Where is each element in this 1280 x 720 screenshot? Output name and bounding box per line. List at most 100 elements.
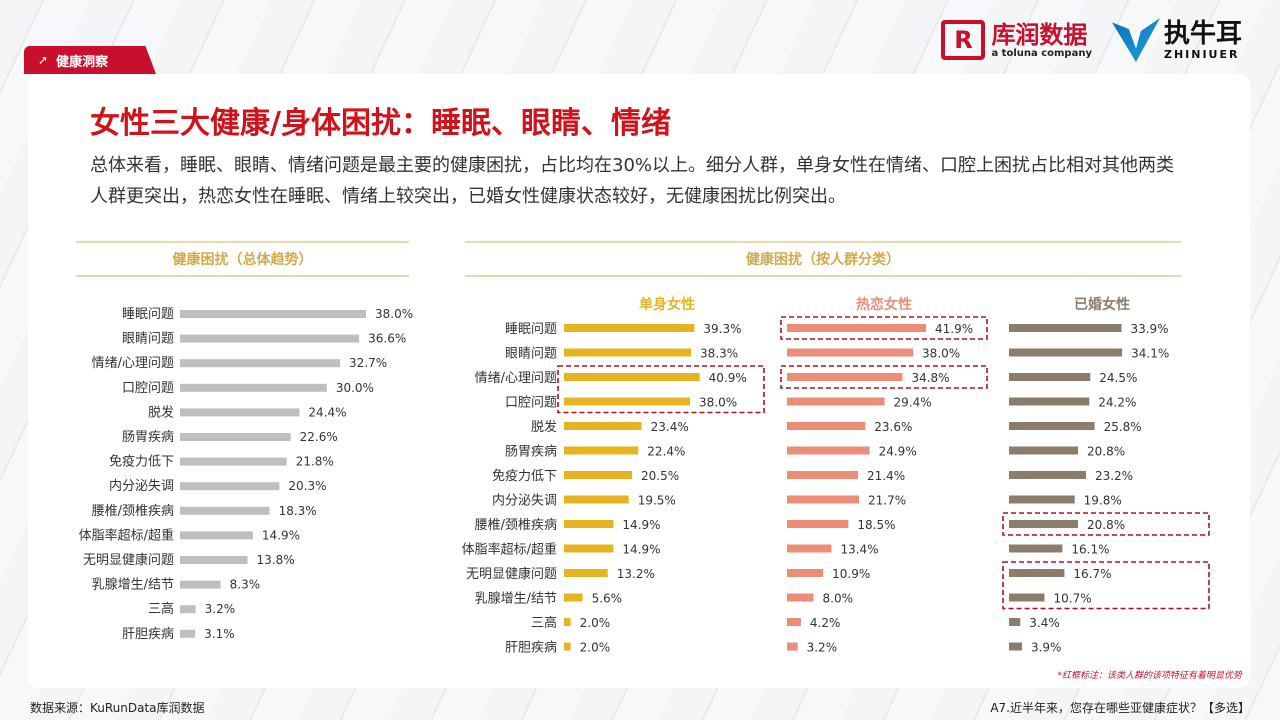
category-label: 肠胃疾病 <box>122 430 174 445</box>
category-label: 三高 <box>531 615 557 631</box>
category-label: 睡眠问题 <box>122 307 174 322</box>
bar <box>1009 446 1079 455</box>
section-tag-label: 健康洞察 <box>56 54 109 70</box>
value-label: 3.9% <box>1031 641 1062 655</box>
bar <box>1009 324 1122 332</box>
page-title: 女性三大健康/身体困扰：睡眠、眼睛、情绪 <box>90 106 671 141</box>
category-label: 无明显健康问题 <box>466 566 557 582</box>
series-header: 已婚女性 <box>1074 296 1130 313</box>
bar <box>1009 569 1065 577</box>
bar <box>180 629 196 638</box>
value-label: 16.7% <box>1073 567 1111 581</box>
value-label: 38.3% <box>700 347 738 361</box>
data-source: 数据来源：KuRunData库润数据 <box>30 701 205 715</box>
value-label: 23.2% <box>1095 469 1133 483</box>
bar <box>180 433 291 441</box>
bar <box>787 618 801 626</box>
value-label: 39.3% <box>703 322 741 336</box>
bar <box>180 506 270 515</box>
value-label: 3.2% <box>807 641 838 655</box>
value-label: 24.5% <box>1099 371 1137 385</box>
overall-chart: 睡眠问题 38.0% 眼睛问题 36.6% 情绪/心理问题 32.7% 口腔问题 30.0% 脱… <box>79 307 414 642</box>
value-label: 8.3% <box>230 578 261 592</box>
bar <box>787 348 914 357</box>
category-label: 脱发 <box>148 404 174 420</box>
value-label: 21.8% <box>296 455 334 469</box>
bar <box>787 520 849 528</box>
value-label: 5.6% <box>592 592 623 606</box>
category-label: 免疫力低下 <box>109 454 174 470</box>
highlight-box <box>780 365 988 389</box>
value-label: 36.6% <box>368 332 406 346</box>
category-label: 肝胆疾病 <box>122 627 174 642</box>
value-label: 34.1% <box>1131 347 1169 361</box>
category-label: 乳腺增生/结节 <box>475 592 557 607</box>
bar <box>180 605 196 614</box>
value-label: 33.9% <box>1130 322 1168 336</box>
category-label: 内分泌失调 <box>109 478 174 494</box>
bar <box>787 373 903 381</box>
value-label: 13.8% <box>257 553 295 567</box>
value-label: 23.6% <box>874 420 912 434</box>
value-label: 32.7% <box>349 356 387 370</box>
bar <box>564 348 692 357</box>
category-label: 体脂率超标/超重 <box>462 542 557 558</box>
value-label: 25.8% <box>1104 420 1142 434</box>
bar <box>1009 373 1091 381</box>
highlight-box <box>780 316 988 340</box>
bar <box>1009 618 1021 626</box>
value-label: 20.3% <box>288 479 326 493</box>
value-label: 4.2% <box>810 616 841 630</box>
bar <box>787 397 885 406</box>
category-label: 眼睛问题 <box>505 347 557 362</box>
bar <box>564 422 642 430</box>
value-label: 3.1% <box>204 627 235 641</box>
bar <box>787 422 866 430</box>
bar <box>787 569 824 577</box>
bar <box>564 373 700 381</box>
value-label: 22.6% <box>300 430 338 444</box>
bar <box>180 408 300 417</box>
bar <box>564 544 614 553</box>
value-label: 21.7% <box>868 494 906 508</box>
value-label: 3.4% <box>1029 616 1060 630</box>
value-label: 20.8% <box>1087 518 1125 532</box>
value-label: 24.2% <box>1098 396 1136 410</box>
bar <box>564 324 695 332</box>
category-label: 情绪/心理问题 <box>475 371 557 386</box>
bar <box>1009 593 1045 602</box>
value-label: 2.0% <box>580 641 611 655</box>
bar <box>564 495 629 504</box>
highlight-note: *红框标注：该类人群的该项特征有着明显优势 <box>1057 671 1242 681</box>
bar <box>1009 422 1095 430</box>
bar <box>1009 471 1086 479</box>
value-label: 19.8% <box>1084 494 1122 508</box>
bar <box>180 531 253 540</box>
zhiniuer-logo-sub: ZHINIUER <box>1163 47 1240 61</box>
kurun-logo: R 库润数据 a toluna company <box>941 20 1092 60</box>
bar <box>787 642 798 651</box>
value-label: 14.9% <box>262 528 300 542</box>
category-label: 肠胃疾病 <box>505 445 557 460</box>
bar <box>787 495 859 504</box>
value-label: 24.9% <box>879 445 917 459</box>
highlight-box <box>557 365 765 414</box>
kurun-logo-sub: a toluna company <box>991 47 1092 59</box>
bar <box>1009 520 1079 528</box>
bar <box>564 569 608 577</box>
bar <box>180 556 248 564</box>
kurun-logo-name: 库润数据 <box>991 20 1088 49</box>
bar <box>787 471 858 479</box>
category-label: 无明显健康问题 <box>83 552 174 568</box>
page-description: 总体来看，睡眠、眼睛、情绪问题是最主要的健康困扰，占比均在30%以上。细分人群，… <box>90 155 1175 207</box>
value-label: 13.4% <box>840 543 878 557</box>
survey-question: A7.近半年来，您存在哪些亚健康症状？【多选】 <box>990 701 1250 715</box>
value-label: 18.5% <box>857 518 895 532</box>
bar <box>787 544 832 553</box>
bar <box>564 446 639 455</box>
bar <box>1009 348 1123 357</box>
value-label: 20.5% <box>641 469 679 483</box>
bar <box>564 642 571 651</box>
bar <box>564 471 633 479</box>
bar <box>787 324 926 332</box>
